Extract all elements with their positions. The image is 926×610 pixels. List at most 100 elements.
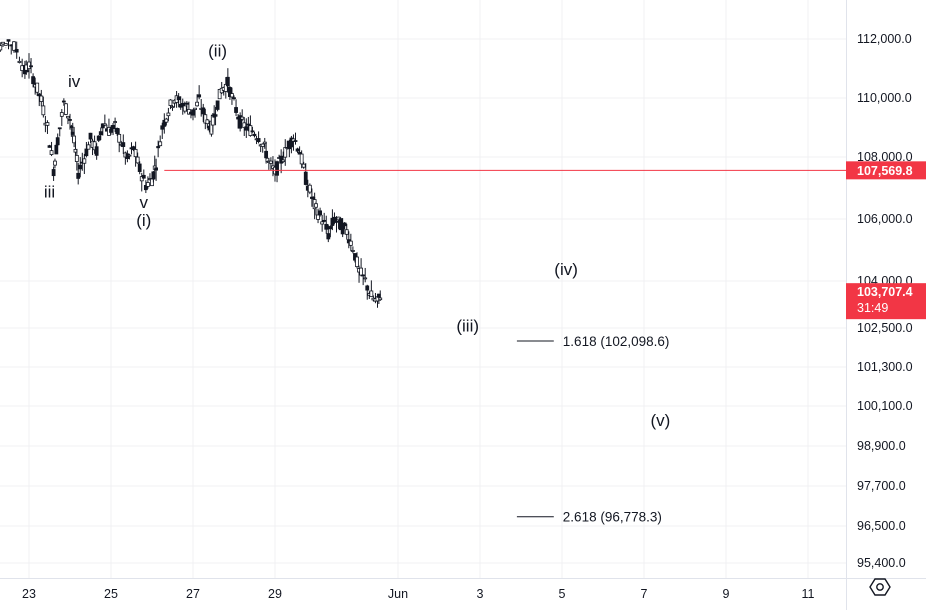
wave-label[interactable]: (ii) [208, 42, 227, 61]
candle-body [295, 148, 300, 152]
candle-body [141, 174, 146, 179]
candle-body [213, 114, 218, 117]
candle-body [49, 150, 54, 155]
candle-body [158, 141, 163, 147]
price-tick-label: 108,000.0 [857, 150, 913, 164]
candle-body [41, 105, 46, 116]
time-tick-label: 3 [477, 587, 484, 601]
candle-body [115, 127, 120, 134]
candle-body [68, 119, 72, 121]
price-tick-label: 97,700.0 [857, 479, 906, 493]
candle-body [88, 132, 93, 140]
fib-level-label: 2.618 (96,778.3) [563, 510, 662, 525]
candle-body [307, 184, 312, 193]
price-tick-label: 96,500.0 [857, 519, 906, 533]
time-tick-label: 27 [186, 587, 200, 601]
candle-body [297, 152, 302, 155]
candle-body [334, 220, 339, 223]
candle-body [215, 100, 220, 110]
candle-body [260, 143, 265, 147]
candle-body [162, 119, 167, 127]
candle-body [57, 127, 62, 130]
candle-body [35, 82, 40, 93]
price-tick-label: 106,000.0 [857, 212, 913, 226]
settings-icon [869, 578, 891, 596]
candle-body [320, 221, 325, 225]
candle-body [316, 214, 320, 220]
wave-label[interactable]: (iv) [554, 260, 578, 279]
candle-body [170, 106, 175, 109]
chart-settings-button[interactable] [869, 576, 905, 608]
candle-body [250, 130, 255, 133]
candle-body [234, 107, 238, 113]
candle-body [378, 297, 383, 301]
candle-body [54, 144, 59, 155]
wave-label[interactable]: (v) [650, 411, 670, 430]
candle-body [45, 122, 50, 126]
candle-body [322, 219, 327, 222]
candle-body [275, 161, 279, 176]
time-tick-label: 7 [641, 587, 648, 601]
candle-body [143, 185, 148, 191]
annotations-layer: iiiiviiiv(i)(ii)(iv)(iii)(v)1.618 (102,0… [44, 42, 846, 525]
price-tick-label: 102,500.0 [857, 321, 913, 335]
candle-body [164, 118, 169, 123]
price-tick-label: 100,100.0 [857, 399, 913, 413]
candle-body [86, 144, 91, 150]
candle-body [12, 41, 16, 51]
candle-body [281, 159, 286, 162]
candle-body [135, 156, 140, 164]
candle-body [74, 155, 79, 162]
candle-body [139, 176, 144, 182]
candle-body [51, 169, 56, 177]
time-tick-label: 25 [104, 587, 118, 601]
candle-body [111, 124, 115, 129]
candle-body [84, 148, 89, 157]
candle-body [82, 158, 87, 164]
time-tick-label: 29 [268, 587, 282, 601]
candle-body [14, 49, 19, 53]
candle-body [197, 94, 202, 98]
candle-body [76, 172, 81, 179]
time-tick-label: 5 [559, 587, 566, 601]
candle-body [0, 45, 3, 51]
wave-label[interactable]: iv [68, 72, 81, 91]
candle-body [201, 107, 206, 115]
time-tick-label: 23 [22, 587, 36, 601]
candle-body [242, 122, 247, 128]
candle-body [145, 182, 150, 187]
candle-body [318, 210, 323, 216]
candle-body [301, 163, 306, 168]
candle-body [176, 96, 181, 101]
candle-body [193, 107, 197, 110]
candle-body [340, 222, 345, 235]
current-price-label: 103,707.4 [857, 285, 913, 299]
candle-body [291, 138, 296, 142]
candle-body [78, 164, 83, 170]
wave-label[interactable]: v [140, 193, 149, 212]
candle-body [156, 146, 161, 149]
candle-body [303, 171, 308, 185]
candle-body [59, 112, 64, 117]
candle-body [180, 102, 185, 107]
candle-body [205, 119, 210, 125]
candle-body [27, 61, 31, 69]
candles-layer [0, 39, 383, 308]
candle-body [359, 267, 364, 276]
candle-body [6, 39, 11, 42]
candle-body [217, 89, 222, 100]
horizontal-line-label: 107,569.8 [857, 164, 913, 178]
wave-label[interactable]: (i) [136, 211, 151, 230]
candle-body [98, 131, 103, 136]
candle-body [232, 97, 236, 100]
candle-body [264, 150, 269, 159]
wave-label[interactable]: (iii) [456, 316, 479, 335]
candle-body [29, 65, 33, 68]
time-tick-label: 11 [802, 587, 815, 601]
price-tick-label: 112,000.0 [857, 32, 912, 46]
wave-label[interactable]: iii [44, 182, 55, 201]
candle-body [96, 135, 101, 141]
time-tick-label: Jun [388, 587, 408, 601]
